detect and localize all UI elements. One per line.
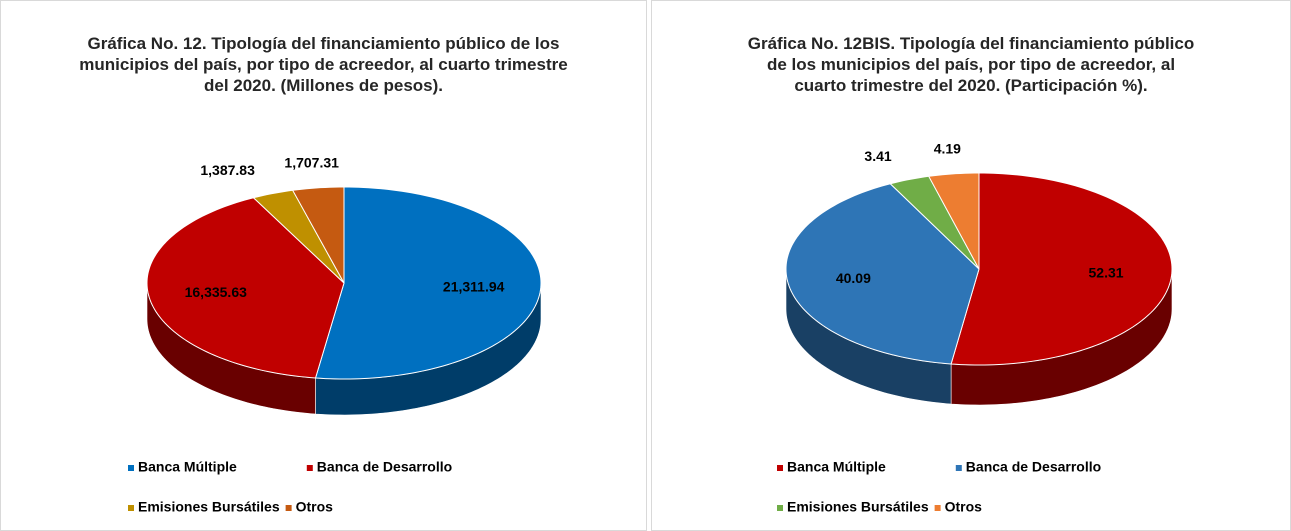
legend-label: Banca Múltiple — [138, 459, 237, 475]
pie-slice — [950, 172, 1173, 366]
data-label: 1,387.83 — [200, 162, 255, 178]
legend-marker — [777, 465, 783, 471]
chart-panel: Gráfica No. 12BIS. Tipología del financi… — [651, 0, 1291, 531]
legend-label: Banca de Desarrollo — [966, 459, 1101, 475]
legend-label: Emisiones Bursátiles — [787, 499, 929, 515]
pie-slice — [291, 186, 345, 284]
legend-label: Banca Múltiple — [787, 459, 886, 475]
data-label: 52.31 — [1089, 264, 1124, 280]
data-label: 21,311.94 — [443, 278, 505, 294]
chart-panel: Gráfica No. 12. Tipología del financiami… — [0, 0, 647, 531]
pie-slice — [314, 186, 542, 380]
legend-marker — [306, 465, 313, 471]
chart: 21,311.94 16,335.63 1,387.83 1,707.31 Banca … — [128, 155, 542, 515]
chart-title: Gráfica No. 12BIS. Tipología del financi… — [747, 34, 1195, 95]
data-label: 16,335.63 — [185, 284, 247, 300]
chart: 52.31 40.09 3.41 4.19 Banca Múltiple Banca de… — [777, 141, 1173, 515]
pie-slice — [146, 197, 345, 379]
data-label: 3.41 — [864, 148, 891, 164]
data-label: 1,707.31 — [284, 155, 339, 171]
legend-label: Banca de Desarrollo — [317, 459, 452, 475]
pie-slice — [785, 183, 980, 365]
legend-label: Emisiones Bursátiles — [138, 499, 280, 515]
legend-label: Otros — [296, 499, 334, 515]
legend-label: Otros — [945, 499, 983, 515]
legend-marker — [285, 505, 292, 511]
legend-marker — [955, 465, 962, 471]
pie-slice — [252, 189, 345, 284]
legend-marker — [128, 505, 134, 511]
pie-slice — [889, 175, 980, 270]
data-label: 4.19 — [934, 141, 961, 157]
chart-title: Gráfica No. 12. Tipología del financiami… — [79, 34, 568, 95]
data-label: 40.09 — [836, 270, 871, 286]
legend-marker — [934, 505, 941, 511]
legend-marker — [777, 505, 783, 511]
legend-marker — [128, 465, 134, 471]
pie-slice — [927, 172, 980, 270]
